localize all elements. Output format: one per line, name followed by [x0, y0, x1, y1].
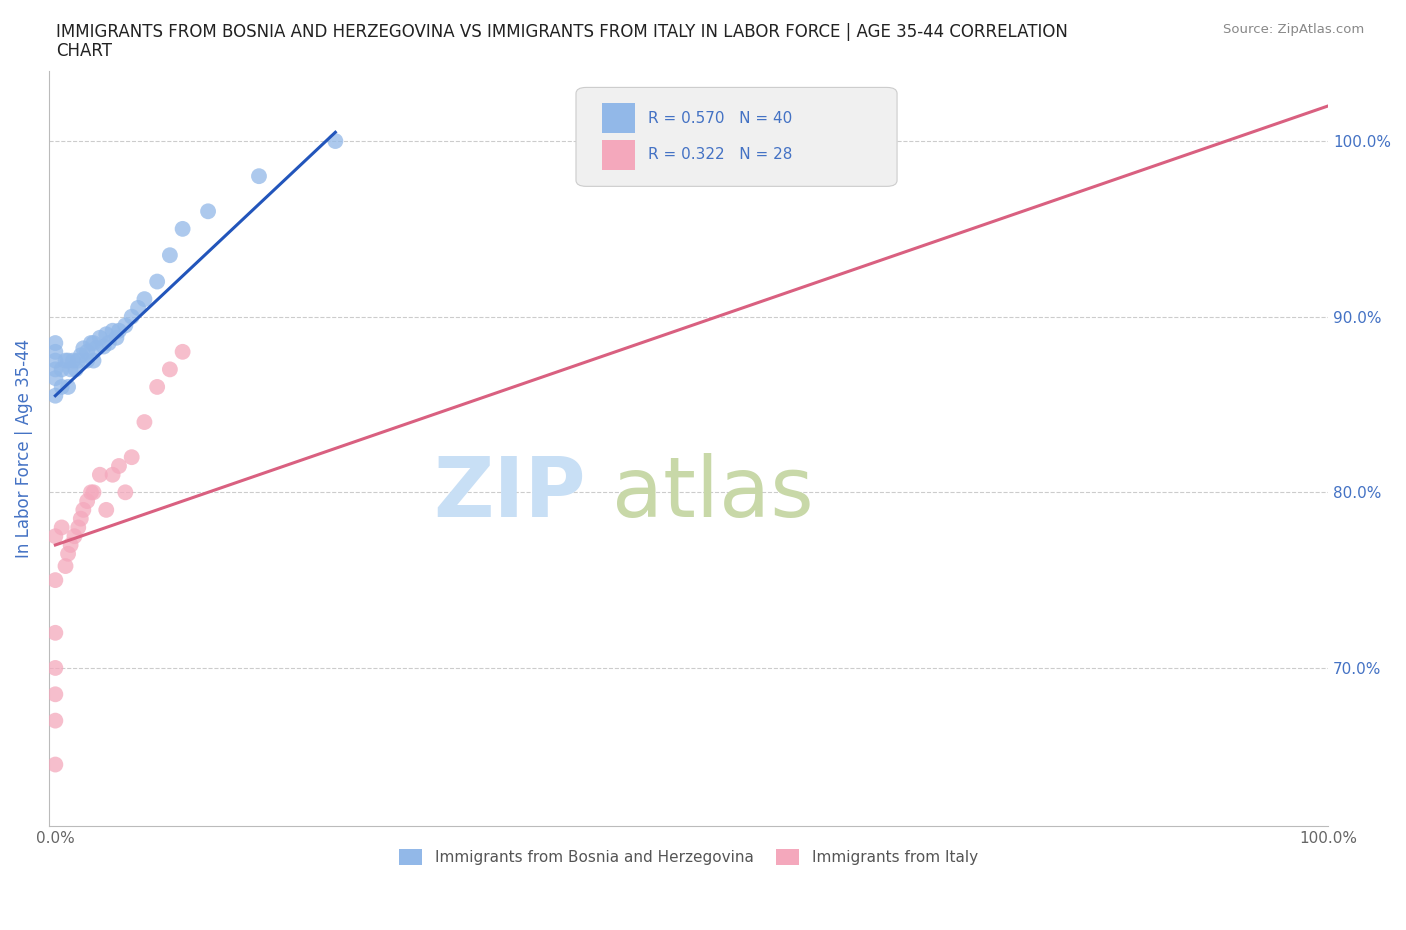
Point: [83, 336, 105, 351]
Text: R = 0.570   N = 40: R = 0.570 N = 40: [648, 111, 792, 126]
Point: [56, 546, 79, 561]
Point: [84, 341, 107, 356]
Point: [44, 529, 66, 544]
Point: [56, 379, 79, 394]
Text: Source: ZipAtlas.com: Source: ZipAtlas.com: [1223, 23, 1364, 36]
Point: [146, 274, 169, 289]
Point: [247, 168, 270, 183]
Legend: Immigrants from Bosnia and Herzegovina, Immigrants from Italy: Immigrants from Bosnia and Herzegovina, …: [394, 843, 984, 871]
Point: [96, 502, 118, 517]
Point: [89, 330, 111, 345]
Point: [197, 204, 219, 219]
Point: [69, 348, 91, 363]
Point: [101, 324, 124, 339]
Point: [44, 573, 66, 588]
Point: [76, 353, 98, 368]
Point: [44, 353, 66, 368]
Point: [108, 324, 131, 339]
Point: [80, 336, 103, 351]
Point: [44, 687, 66, 702]
Point: [127, 300, 149, 315]
Point: [55, 559, 77, 574]
Point: [159, 362, 181, 377]
Point: [172, 344, 194, 359]
Point: [56, 353, 79, 368]
Point: [76, 344, 98, 359]
Point: [146, 379, 169, 394]
Point: [72, 502, 94, 517]
Point: [44, 625, 66, 640]
Point: [93, 339, 115, 354]
Point: [44, 757, 66, 772]
Point: [108, 458, 131, 473]
Point: [44, 660, 66, 675]
Point: [172, 221, 194, 236]
Point: [114, 318, 136, 333]
FancyBboxPatch shape: [576, 87, 897, 186]
Text: ZIP: ZIP: [433, 453, 586, 534]
Point: [121, 450, 143, 465]
Point: [121, 310, 143, 325]
Text: CHART: CHART: [56, 42, 112, 60]
Point: [44, 362, 66, 377]
Point: [44, 344, 66, 359]
Point: [62, 353, 84, 368]
Point: [105, 330, 128, 345]
Point: [59, 538, 82, 552]
Point: [97, 336, 120, 351]
Point: [83, 353, 105, 368]
Point: [114, 485, 136, 499]
Point: [96, 326, 118, 341]
Point: [65, 362, 87, 377]
Point: [76, 494, 98, 509]
Bar: [602, 103, 636, 134]
Point: [44, 389, 66, 404]
Point: [67, 520, 90, 535]
Point: [159, 247, 181, 262]
Point: [67, 353, 90, 368]
Point: [44, 713, 66, 728]
Point: [134, 415, 156, 430]
Text: R = 0.322   N = 28: R = 0.322 N = 28: [648, 147, 792, 162]
Point: [51, 520, 73, 535]
Point: [51, 379, 73, 394]
Bar: [602, 140, 636, 170]
Point: [51, 362, 73, 377]
Point: [83, 485, 105, 499]
Point: [89, 467, 111, 482]
Point: [72, 341, 94, 356]
Point: [59, 362, 82, 377]
Point: [134, 292, 156, 307]
Point: [325, 134, 347, 149]
Y-axis label: In Labor Force | Age 35-44: In Labor Force | Age 35-44: [15, 339, 32, 558]
Text: atlas: atlas: [612, 453, 814, 534]
Point: [44, 371, 66, 386]
Point: [55, 353, 77, 368]
Text: IMMIGRANTS FROM BOSNIA AND HERZEGOVINA VS IMMIGRANTS FROM ITALY IN LABOR FORCE |: IMMIGRANTS FROM BOSNIA AND HERZEGOVINA V…: [56, 23, 1069, 41]
Point: [80, 485, 103, 499]
Point: [63, 529, 86, 544]
Point: [69, 512, 91, 526]
Point: [44, 336, 66, 351]
Point: [101, 467, 124, 482]
